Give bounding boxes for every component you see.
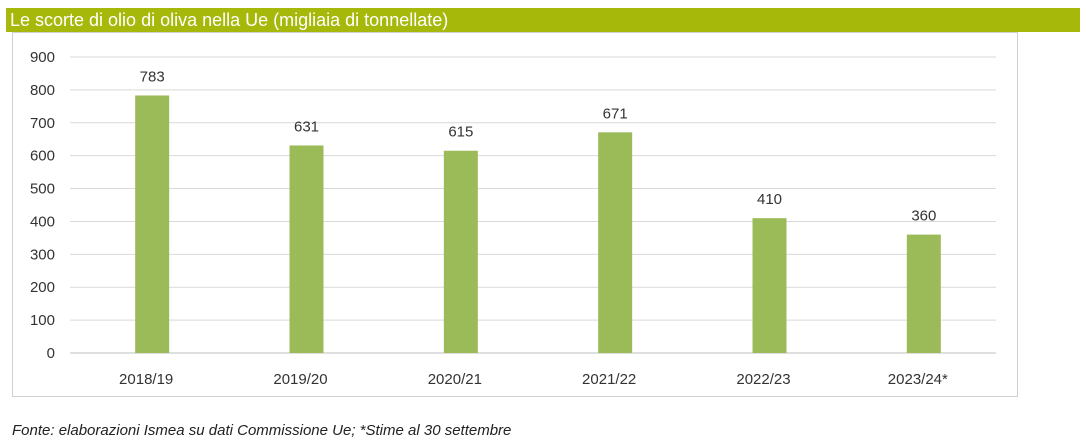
x-tick-label: 2023/24* <box>888 371 948 388</box>
y-tick-label: 700 <box>30 115 55 132</box>
data-label: 671 <box>603 105 628 122</box>
x-axis-ticks: 2018/19 2019/20 2020/21 2021/22 2022/23 2023/… <box>119 371 948 388</box>
bar <box>443 150 478 353</box>
y-tick-label: 100 <box>30 312 55 329</box>
data-label: 783 <box>140 68 165 85</box>
y-tick-label: 800 <box>30 82 55 99</box>
y-tick-label: 500 <box>30 181 55 198</box>
bar <box>289 145 324 353</box>
chart-title: Le scorte di olio di oliva nella Ue (mig… <box>6 8 1080 32</box>
y-tick-label: 400 <box>30 213 55 230</box>
x-tick-label: 2021/22 <box>582 371 636 388</box>
bar <box>752 218 787 353</box>
y-axis-ticks: 0 100 200 300 400 500 600 700 800 900 <box>30 49 55 362</box>
x-tick-label: 2022/23 <box>736 371 790 388</box>
y-tick-label: 200 <box>30 279 55 296</box>
x-tick-label: 2019/20 <box>273 371 327 388</box>
x-tick-label: 2018/19 <box>119 371 173 388</box>
source-note: Fonte: elaborazioni Ismea su dati Commis… <box>12 422 512 439</box>
bars <box>135 95 941 354</box>
y-tick-label: 300 <box>30 246 55 263</box>
data-label: 615 <box>448 124 473 141</box>
y-tick-label: 0 <box>47 345 55 362</box>
data-label: 360 <box>911 208 936 225</box>
data-labels: 783 631 615 671 410 360 <box>140 68 937 224</box>
chart-area: 783 631 615 671 410 360 0 100 200 300 400 500 600 70… <box>12 32 1018 397</box>
bar <box>135 95 170 354</box>
y-tick-label: 900 <box>30 49 55 66</box>
gridlines <box>70 56 996 354</box>
data-label: 631 <box>294 118 319 135</box>
bar-chart: 783 631 615 671 410 360 0 100 200 300 400 500 600 70… <box>30 49 996 388</box>
bar <box>598 132 633 353</box>
bar <box>906 234 941 353</box>
data-label: 410 <box>757 191 782 208</box>
y-tick-label: 600 <box>30 148 55 165</box>
x-tick-label: 2020/21 <box>428 371 482 388</box>
